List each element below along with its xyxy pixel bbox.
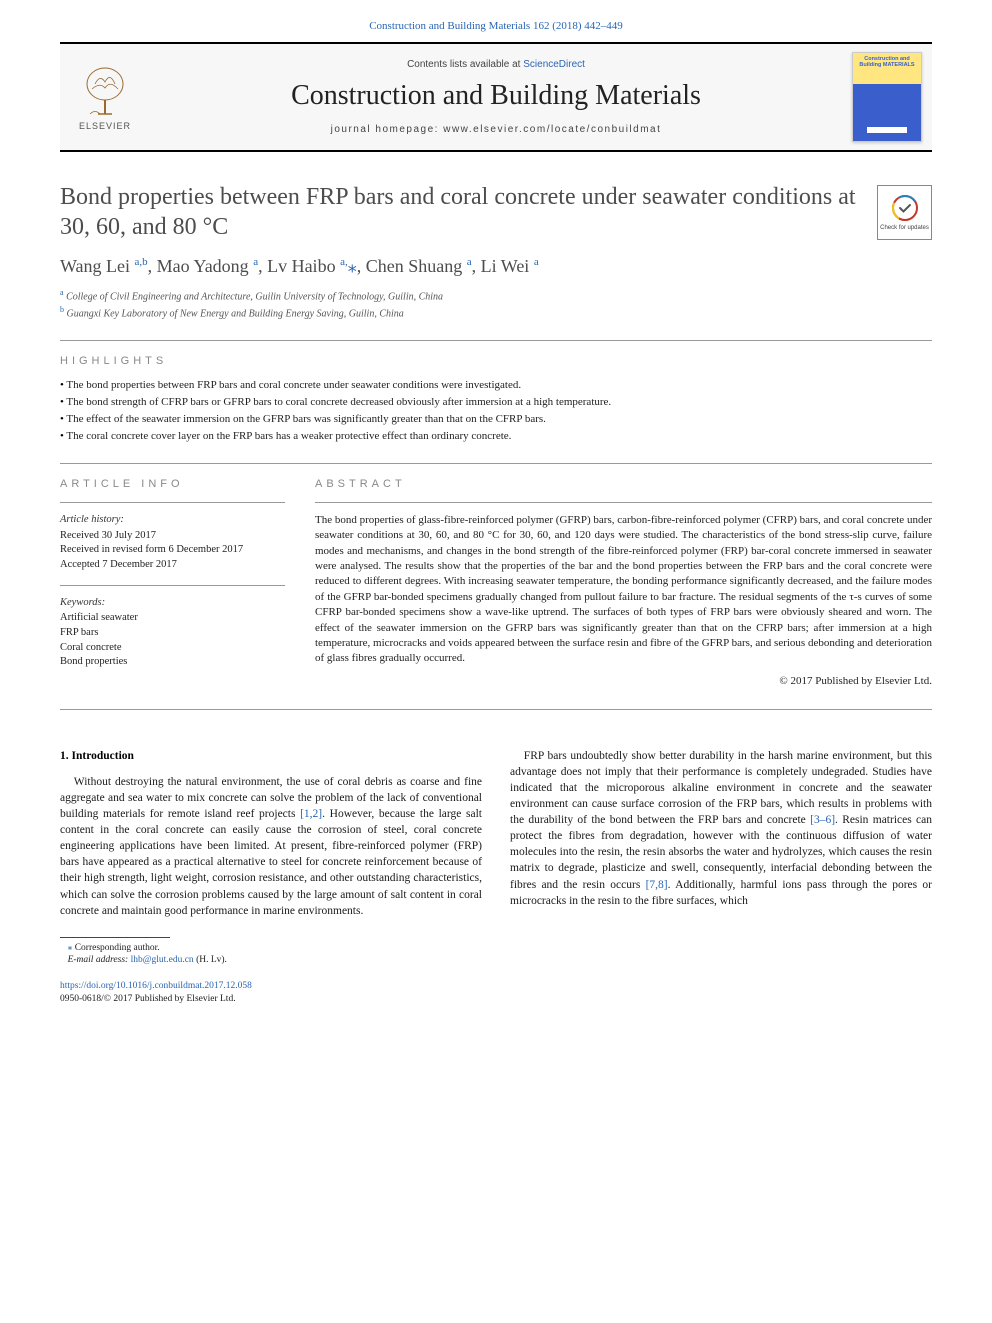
divider [60, 709, 932, 710]
divider [60, 502, 285, 503]
footnote-separator [60, 937, 170, 938]
keyword-item: Coral concrete [60, 641, 285, 656]
keyword-item: Artificial seawater [60, 611, 285, 626]
keywords-heading: Keywords: [60, 596, 285, 611]
crossmark-icon [891, 194, 919, 222]
email-footnote: E-mail address: lhb@glut.edu.cn (H. Lv). [60, 954, 932, 966]
sciencedirect-link[interactable]: ScienceDirect [523, 59, 585, 70]
elsevier-tree-icon [80, 64, 130, 119]
contents-prefix: Contents lists available at [407, 59, 523, 70]
divider [60, 585, 285, 586]
article-footer: https://doi.org/10.1016/j.conbuildmat.20… [60, 980, 932, 1005]
author-list: Wang Lei a,b, Mao Yadong a, Lv Haibo a,⁎… [60, 256, 932, 277]
running-head-citation: Construction and Building Materials 162 … [60, 20, 932, 32]
journal-homepage-line: journal homepage: www.elsevier.com/locat… [140, 124, 852, 135]
history-line: Received 30 July 2017 [60, 529, 285, 544]
history-line: Accepted 7 December 2017 [60, 558, 285, 573]
citation-ref-7-8[interactable]: [7,8] [646, 879, 668, 891]
body-paragraph: Without destroying the natural environme… [60, 774, 482, 919]
citation-ref-3-6[interactable]: [3–6] [810, 814, 835, 826]
highlight-item: The coral concrete cover layer on the FR… [60, 428, 932, 445]
abstract-column: abstract The bond properties of glass-fi… [315, 478, 932, 687]
abstract-text: The bond properties of glass-fibre-reinf… [315, 513, 932, 667]
abstract-copyright: © 2017 Published by Elsevier Ltd. [315, 675, 932, 687]
divider [60, 463, 932, 464]
article-history: Article history: Received 30 July 2017Re… [60, 513, 285, 573]
article-body: 1. Introduction Without destroying the n… [60, 748, 932, 919]
journal-title: Construction and Building Materials [140, 80, 852, 112]
footnote-label: Corresponding author. [75, 943, 160, 953]
crossmark-label: Check for updates [880, 225, 929, 232]
history-heading: Article history: [60, 513, 285, 528]
elsevier-name: ELSEVIER [79, 121, 131, 131]
corresponding-author-footnote: ⁎ Corresponding author. [60, 942, 932, 954]
divider [315, 502, 932, 503]
keyword-item: FRP bars [60, 626, 285, 641]
contents-available-line: Contents lists available at ScienceDirec… [140, 59, 852, 70]
footnote-marker: ⁎ [68, 943, 73, 953]
journal-cover-title: Construction and Building MATERIALS [853, 53, 921, 71]
highlight-item: The effect of the seawater immersion on … [60, 411, 932, 428]
highlight-item: The bond strength of CFRP bars or GFRP b… [60, 394, 932, 411]
article-info-label: article info [60, 478, 285, 490]
article-header: Bond properties between FRP bars and cor… [60, 182, 932, 242]
highlights-label: highlights [60, 355, 932, 367]
citation-ref-1-2[interactable]: [1,2] [300, 808, 322, 820]
homepage-prefix: journal homepage: [331, 124, 444, 135]
corresponding-email-link[interactable]: lhb@glut.edu.cn [131, 955, 194, 965]
masthead-center: Contents lists available at ScienceDirec… [140, 59, 852, 135]
divider [60, 340, 932, 341]
highlights-list: The bond properties between FRP bars and… [60, 377, 932, 445]
issn-copyright: 0950-0618/© 2017 Published by Elsevier L… [60, 994, 236, 1004]
info-abstract-row: article info Article history: Received 3… [60, 478, 932, 687]
article-info-column: article info Article history: Received 3… [60, 478, 285, 687]
affiliations: a College of Civil Engineering and Archi… [60, 287, 932, 322]
affiliation-line: a College of Civil Engineering and Archi… [60, 287, 932, 304]
email-author-name: (H. Lv). [196, 955, 227, 965]
homepage-url: www.elsevier.com/locate/conbuildmat [443, 124, 661, 135]
email-label: E-mail address: [68, 955, 129, 965]
doi-link[interactable]: https://doi.org/10.1016/j.conbuildmat.20… [60, 981, 252, 991]
history-line: Received in revised form 6 December 2017 [60, 543, 285, 558]
section-heading-intro: 1. Introduction [60, 748, 482, 764]
journal-masthead: ELSEVIER Contents lists available at Sci… [60, 42, 932, 152]
elsevier-logo: ELSEVIER [70, 57, 140, 137]
keyword-item: Bond properties [60, 655, 285, 670]
highlight-item: The bond properties between FRP bars and… [60, 377, 932, 394]
journal-cover-thumbnail: Construction and Building MATERIALS [852, 52, 922, 142]
body-paragraph: FRP bars undoubtedly show better durabil… [510, 748, 932, 909]
affiliation-line: b Guangxi Key Laboratory of New Energy a… [60, 304, 932, 321]
keywords-block: Keywords: Artificial seawaterFRP barsCor… [60, 596, 285, 670]
citation-link[interactable]: Construction and Building Materials 162 … [369, 20, 623, 32]
abstract-label: abstract [315, 478, 932, 490]
article-title: Bond properties between FRP bars and cor… [60, 182, 862, 242]
body-text: . However, because the large salt conten… [60, 808, 482, 917]
crossmark-badge[interactable]: Check for updates [877, 185, 932, 240]
